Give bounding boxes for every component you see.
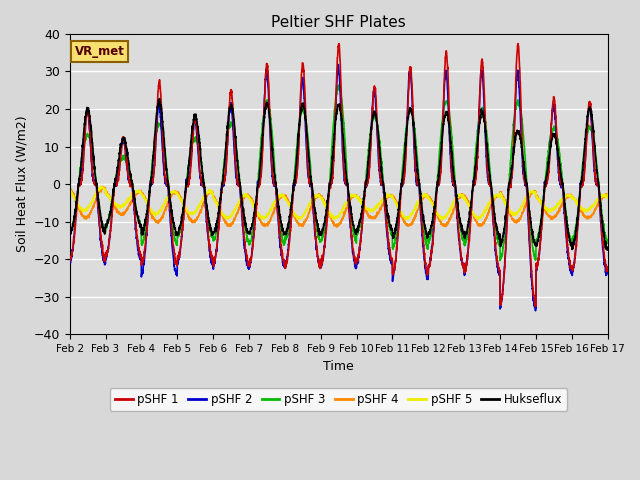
Y-axis label: Soil Heat Flux (W/m2): Soil Heat Flux (W/m2) (15, 116, 28, 252)
Text: VR_met: VR_met (75, 45, 125, 58)
Legend: pSHF 1, pSHF 2, pSHF 3, pSHF 4, pSHF 5, Hukseflux: pSHF 1, pSHF 2, pSHF 3, pSHF 4, pSHF 5, … (110, 388, 567, 411)
Title: Peltier SHF Plates: Peltier SHF Plates (271, 15, 406, 30)
X-axis label: Time: Time (323, 360, 354, 372)
